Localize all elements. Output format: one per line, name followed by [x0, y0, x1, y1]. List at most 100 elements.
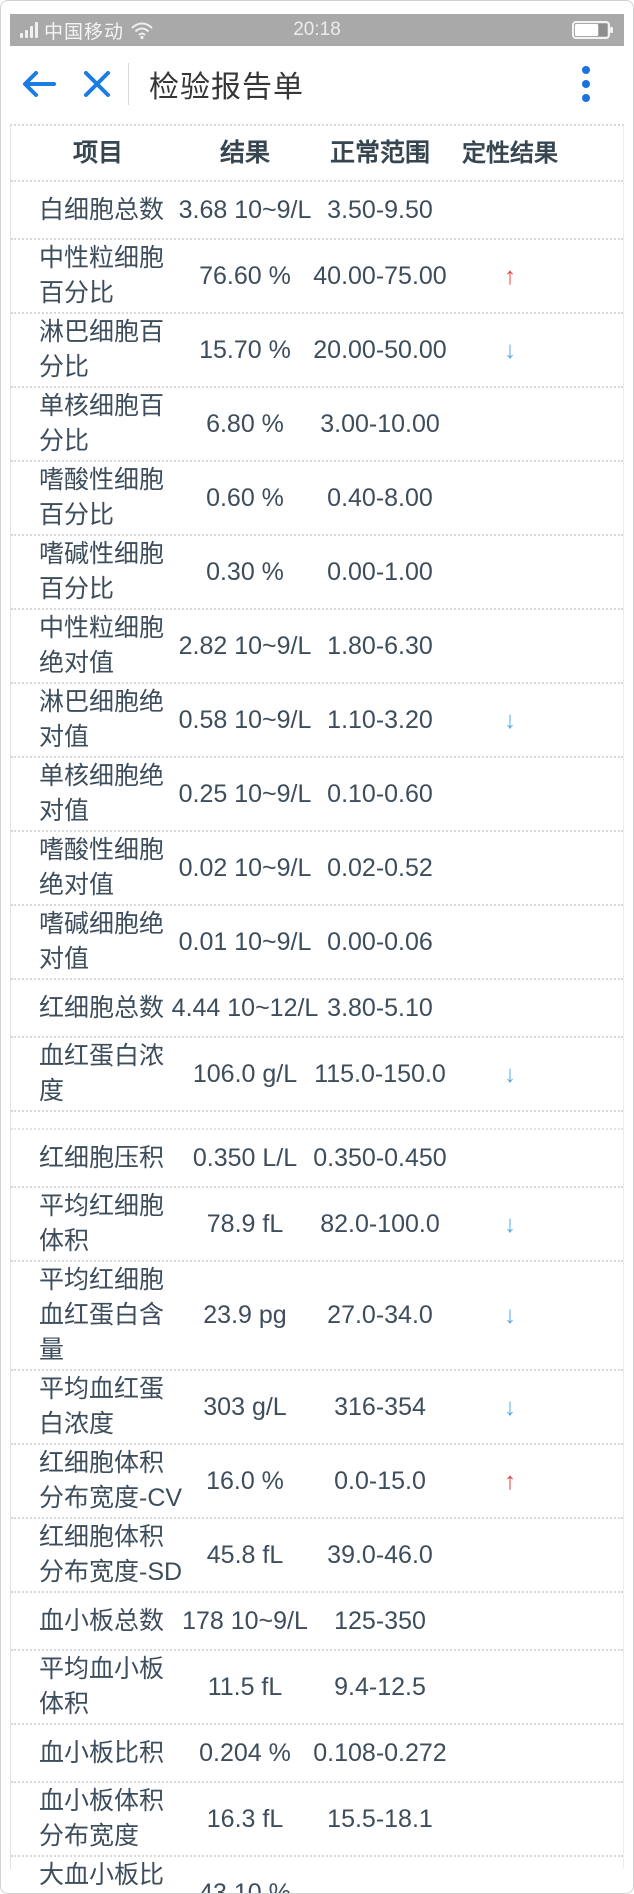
row-result: 4.44 10~12/L: [171, 993, 319, 1022]
row-range: 0.10-0.60: [327, 779, 433, 808]
row-range: 3.00-10.00: [320, 409, 440, 438]
table-row[interactable]: 平均红细胞血红蛋白含量 23.9 pg 27.0-34.0 ↓: [11, 1262, 623, 1371]
row-item-name: 红细胞总数: [39, 993, 165, 1022]
row-item-name: 淋巴细胞绝对值: [39, 688, 165, 751]
table-row[interactable]: 淋巴细胞百分比 15.70 % 20.00-50.00 ↓: [11, 314, 623, 388]
header-result: 结果: [219, 138, 270, 167]
table-row[interactable]: 血小板总数 178 10~9/L 125-350: [11, 1593, 623, 1651]
row-range: 115.0-150.0: [314, 1059, 446, 1088]
table-row[interactable]: 红细胞总数 4.44 10~12/L 3.80-5.10: [11, 980, 623, 1038]
table-row[interactable]: 红细胞体积分布宽度-SD 45.8 fL 39.0-46.0: [11, 1519, 623, 1593]
table-row[interactable]: 血小板比积 0.204 % 0.108-0.272: [11, 1725, 623, 1783]
row-item-name: 单核细胞绝对值: [39, 762, 165, 825]
row-result: 0.25 10~9/L: [178, 779, 312, 808]
row-item-name: 红细胞体积分布宽度-SD: [39, 1523, 183, 1586]
row-range: 0.350-0.450: [313, 1143, 447, 1172]
row-range: 0.00-0.06: [327, 927, 433, 956]
row-result: 303 g/L: [203, 1392, 287, 1421]
row-item-name: 血小板比积: [39, 1738, 165, 1767]
header-qualitative: 定性结果: [462, 139, 558, 167]
table-row[interactable]: 单核细胞百分比 6.80 % 3.00-10.00: [11, 388, 623, 462]
row-range: 1.80-6.30: [327, 631, 433, 660]
table-row[interactable]: 血红蛋白浓度 106.0 g/L 115.0-150.0 ↓: [11, 1038, 623, 1112]
table-row[interactable]: 平均红细胞体积 78.9 fL 82.0-100.0 ↓: [11, 1188, 623, 1262]
row-item-name: 血小板总数: [39, 1606, 165, 1635]
table-row[interactable]: 平均血红蛋白浓度 303 g/L 316-354 ↓: [11, 1371, 623, 1445]
menu-button[interactable]: [576, 60, 596, 108]
row-result: 3.68 10~9/L: [178, 195, 312, 224]
status-left: 中国移动: [20, 17, 154, 44]
row-range: 39.0-46.0: [327, 1540, 433, 1569]
row-item-name: 嗜酸性细胞百分比: [39, 466, 165, 529]
table-row[interactable]: 白细胞总数 3.68 10~9/L 3.50-9.50: [11, 182, 623, 240]
row-result: 2.82 10~9/L: [178, 631, 312, 660]
row-range: 1.10-3.20: [327, 705, 433, 734]
table-row[interactable]: 单核细胞绝对值 0.25 10~9/L 0.10-0.60: [11, 758, 623, 832]
row-result: 178 10~9/L: [182, 1606, 308, 1635]
status-bar: 中国移动 20:18: [10, 14, 624, 46]
row-range: 27.0-34.0: [327, 1301, 433, 1329]
table-row[interactable]: 红细胞压积 0.350 L/L 0.350-0.450: [11, 1130, 623, 1188]
row-item-name: 平均血小板体积: [39, 1655, 165, 1718]
row-range: 3.50-9.50: [327, 195, 433, 224]
row-item-name: 红细胞压积: [39, 1143, 165, 1172]
row-item-name: 红细胞体积分布宽度-CV: [39, 1449, 183, 1512]
nav-divider: [128, 63, 129, 105]
row-item-name: 嗜酸性细胞绝对值: [39, 836, 165, 899]
close-icon: [84, 71, 110, 97]
table-row[interactable]: 血小板体积分布宽度 16.3 fL 15.5-18.1: [11, 1783, 623, 1857]
row-result: 76.60 %: [199, 261, 291, 290]
report-table-body: 白细胞总数 3.68 10~9/L 3.50-9.50 中性粒细胞百分比 76.…: [11, 182, 623, 1894]
row-result: 0.30 %: [206, 557, 284, 586]
kebab-dot: [582, 94, 590, 102]
row-result: 0.60 %: [206, 483, 284, 512]
row-result: 16.3 fL: [206, 1804, 284, 1833]
nav-bar: 检验报告单: [10, 46, 624, 122]
table-row[interactable]: 嗜碱细胞绝对值 0.01 10~9/L 0.00-0.06: [11, 906, 623, 980]
table-row[interactable]: 中性粒细胞绝对值 2.82 10~9/L 1.80-6.30: [11, 610, 623, 684]
row-range: 3.80-5.10: [327, 993, 433, 1022]
row-result: 6.80 %: [206, 409, 284, 438]
carrier-label: 中国移动: [44, 21, 125, 43]
table-row[interactable]: 嗜酸性细胞百分比 0.60 % 0.40-8.00: [11, 462, 623, 536]
row-range: 0.0-15.0: [334, 1466, 426, 1495]
row-item-name: 白细胞总数: [39, 195, 165, 224]
table-row[interactable]: 中性粒细胞百分比 76.60 % 40.00-75.00 ↑: [11, 240, 623, 314]
row-item-name: 大血小板比率: [39, 1861, 165, 1889]
table-row[interactable]: 平均血小板体积 11.5 fL 9.4-12.5: [11, 1651, 623, 1725]
row-range: 0.40-8.00: [327, 483, 433, 512]
row-result: 15.70 %: [199, 335, 291, 364]
row-range: 9.4-12.5: [334, 1672, 426, 1701]
table-row[interactable]: 大血小板比率 43.10 %: [11, 1857, 623, 1894]
row-item-name: 血小板体积分布宽度: [39, 1787, 165, 1850]
row-item-name: 血红蛋白浓度: [39, 1042, 165, 1105]
row-range: 20.00-50.00: [313, 335, 447, 364]
row-result: 0.58 10~9/L: [178, 705, 312, 734]
row-item-name: 淋巴细胞百分比: [39, 318, 165, 381]
back-button[interactable]: [10, 61, 68, 107]
row-result: 43.10 %: [199, 1878, 291, 1894]
row-item-name: 平均血红蛋白浓度: [39, 1375, 165, 1438]
close-button[interactable]: [68, 61, 126, 107]
table-header-row: 项目 结果 正常范围 定性结果: [11, 126, 623, 182]
row-item-name: 中性粒细胞绝对值: [39, 614, 165, 677]
table-row[interactable]: 嗜酸性细胞绝对值 0.02 10~9/L 0.02-0.52: [11, 832, 623, 906]
flag-down-arrow-icon: ↓: [504, 706, 516, 734]
flag-up-arrow-icon: ↑: [504, 1467, 516, 1495]
row-item-name: 嗜碱细胞绝对值: [39, 910, 165, 973]
flag-down-arrow-icon: ↓: [504, 1393, 516, 1421]
row-result: 0.204 %: [199, 1738, 291, 1767]
table-row[interactable]: 红细胞体积分布宽度-CV 16.0 % 0.0-15.0 ↑: [11, 1445, 623, 1519]
row-item-name: 单核细胞百分比: [39, 392, 165, 455]
row-range: 0.00-1.00: [327, 557, 433, 586]
row-result: 0.350 L/L: [192, 1143, 298, 1172]
kebab-dot: [582, 66, 590, 74]
kebab-dot: [582, 80, 590, 88]
status-right: [572, 19, 614, 41]
row-range: 15.5-18.1: [327, 1804, 433, 1833]
row-range: 40.00-75.00: [313, 261, 447, 290]
table-row[interactable]: 嗜碱性细胞百分比 0.30 % 0.00-1.00: [11, 536, 623, 610]
table-row[interactable]: 淋巴细胞绝对值 0.58 10~9/L 1.10-3.20 ↓: [11, 684, 623, 758]
back-arrow-icon: [23, 71, 56, 97]
row-result: 11.5 fL: [207, 1672, 283, 1701]
